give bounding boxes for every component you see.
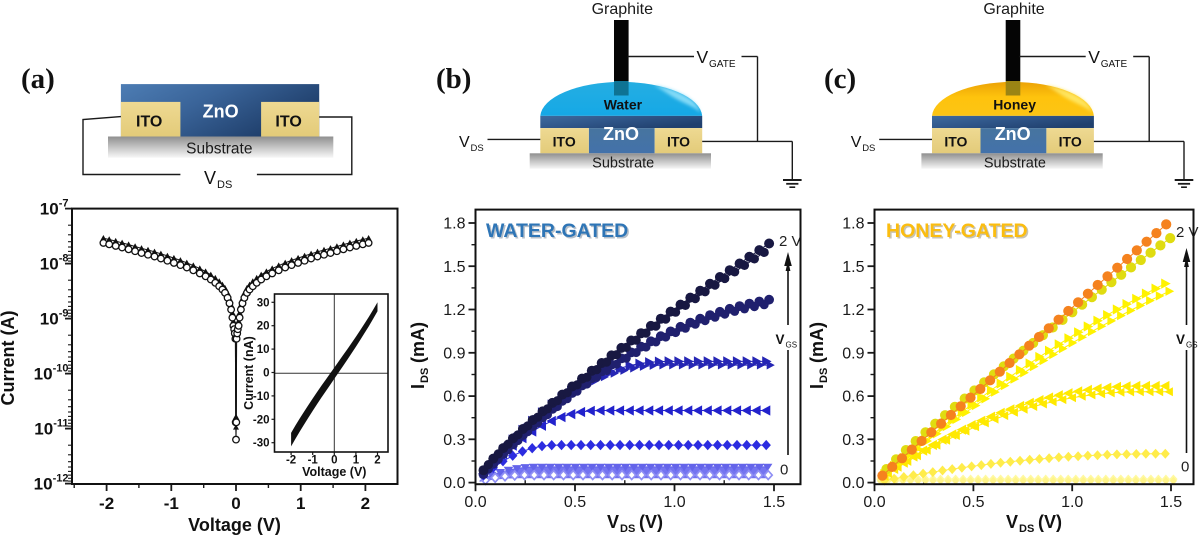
svg-text:WATER-GATED: WATER-GATED [486,220,628,242]
svg-text:1.5: 1.5 [842,259,864,276]
svg-text:-10: -10 [253,391,270,403]
svg-text:ITO: ITO [136,114,162,131]
svg-text:-1: -1 [308,455,319,467]
svg-text:Honey: Honey [993,97,1036,113]
svg-text:0.5: 0.5 [962,494,984,511]
svg-text:V: V [1088,47,1100,67]
svg-text:1.2: 1.2 [842,302,864,319]
svg-text:Current (nA): Current (nA) [242,336,256,410]
svg-text:GS: GS [1186,341,1198,350]
svg-text:(a): (a) [21,63,55,95]
svg-text:ZnO: ZnO [603,124,639,144]
svg-text:V: V [607,512,619,532]
svg-text:Current (A): Current (A) [0,311,18,406]
svg-text:GATE: GATE [709,59,736,70]
svg-text:1.0: 1.0 [663,494,685,511]
svg-text:Water: Water [604,97,643,113]
svg-text:Voltage (V): Voltage (V) [302,465,366,479]
svg-text:0.3: 0.3 [443,432,465,449]
svg-text:2: 2 [361,494,370,513]
svg-text:(b): (b) [436,63,471,95]
svg-text:Graphite: Graphite [592,1,653,18]
svg-text:HONEY-GATED: HONEY-GATED [886,220,1028,242]
svg-text:1.5: 1.5 [1160,494,1182,511]
svg-text:WATER-GATED: WATER-GATED [488,222,630,244]
svg-text:V: V [204,168,216,188]
svg-text:DS: DS [419,368,431,383]
svg-text:0.9: 0.9 [842,345,864,362]
svg-text:ZnO: ZnO [203,102,239,122]
svg-text:DS: DS [818,368,830,383]
svg-text:2 V: 2 V [1176,224,1199,241]
svg-text:V: V [459,134,470,151]
svg-text:DS: DS [1019,523,1034,535]
svg-text:20: 20 [257,321,270,333]
svg-text:1.8: 1.8 [443,216,465,233]
svg-text:I: I [807,384,827,389]
svg-text:1.5: 1.5 [763,494,785,511]
svg-text:GATE: GATE [1101,59,1128,70]
svg-text:1: 1 [296,494,305,513]
svg-text:Substrate: Substrate [984,156,1046,172]
svg-text:0.6: 0.6 [842,389,864,406]
svg-text:ITO: ITO [944,134,967,150]
svg-text:-1: -1 [164,494,179,513]
svg-text:(mA): (mA) [807,322,827,363]
svg-text:DS: DS [620,523,635,535]
svg-text:V: V [1006,512,1018,532]
svg-text:0.0: 0.0 [464,494,486,511]
svg-text:1.2: 1.2 [443,302,465,319]
svg-text:0: 0 [231,494,240,513]
svg-text:2: 2 [374,455,380,467]
svg-text:Voltage (V): Voltage (V) [188,515,281,535]
svg-text:1.0: 1.0 [1061,494,1083,511]
svg-text:0: 0 [1181,459,1189,476]
svg-text:DS: DS [862,143,875,154]
svg-text:0: 0 [780,462,788,479]
svg-text:1.5: 1.5 [443,259,465,276]
svg-text:(c): (c) [824,63,856,95]
svg-text:0.0: 0.0 [842,475,864,492]
svg-text:0.3: 0.3 [842,432,864,449]
svg-text:ITO: ITO [275,114,301,131]
svg-text:0.0: 0.0 [443,475,465,492]
svg-text:1: 1 [353,455,360,467]
svg-text:(mA): (mA) [408,322,428,363]
svg-text:0: 0 [263,368,269,380]
svg-text:ITO: ITO [1059,134,1082,150]
svg-text:1.8: 1.8 [842,216,864,233]
svg-text:-20: -20 [253,414,270,426]
svg-text:ITO: ITO [553,134,576,150]
svg-text:2 V: 2 V [779,233,802,250]
svg-text:-2: -2 [286,455,296,467]
svg-text:V: V [851,134,862,151]
svg-text:HONEY-GATED: HONEY-GATED [888,222,1030,244]
svg-text:DS: DS [217,179,232,191]
svg-text:Graphite: Graphite [983,1,1044,18]
svg-text:V: V [776,332,785,347]
svg-text:-30: -30 [253,438,270,450]
svg-text:GS: GS [786,341,798,350]
svg-text:V: V [1176,332,1185,347]
svg-text:V: V [697,47,709,67]
svg-text:DS: DS [471,143,484,154]
svg-text:ITO: ITO [667,134,690,150]
svg-text:0.9: 0.9 [443,345,465,362]
svg-text:(V): (V) [1038,512,1062,532]
svg-text:0: 0 [331,455,337,467]
svg-text:I: I [408,384,428,389]
svg-text:0.5: 0.5 [564,494,586,511]
svg-text:10: 10 [257,344,270,356]
svg-text:0.0: 0.0 [863,494,885,511]
svg-text:Substrate: Substrate [186,141,252,158]
svg-text:(V): (V) [639,512,663,532]
svg-text:0.6: 0.6 [443,389,465,406]
svg-text:Substrate: Substrate [592,156,654,172]
svg-text:ZnO: ZnO [995,124,1031,144]
svg-text:-2: -2 [99,494,114,513]
svg-text:30: 30 [257,297,270,309]
